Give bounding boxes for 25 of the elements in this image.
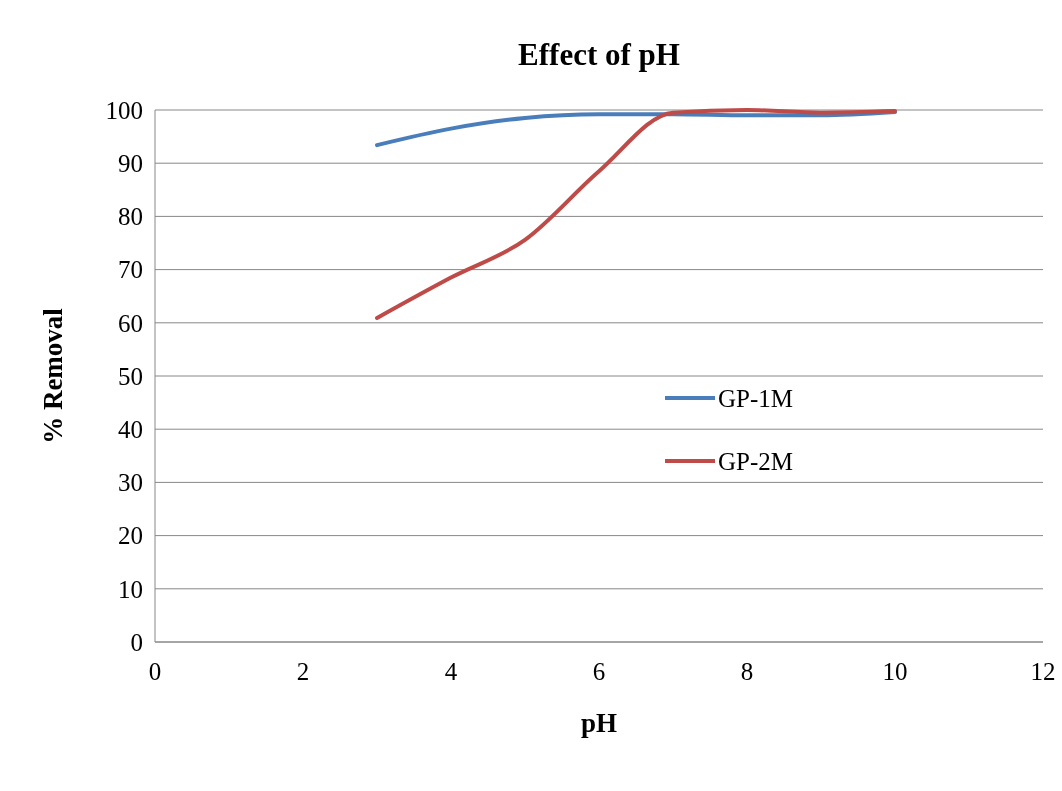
x-tick-label: 10 (882, 658, 908, 685)
y-tick-label: 0 (130, 628, 143, 656)
legend-label: GP-1M (718, 384, 794, 412)
y-tick-label: 100 (105, 96, 143, 124)
line-series (375, 108, 897, 321)
x-tick-label: 6 (592, 658, 606, 685)
line-series (375, 110, 897, 148)
y-tick-label: 20 (118, 522, 143, 550)
y-tick-label: 50 (118, 362, 143, 390)
y-tick-label: 90 (118, 149, 143, 177)
y-tick-label: 80 (118, 203, 143, 231)
y-tick-label: 30 (118, 469, 143, 497)
x-tick-label: 2 (296, 658, 310, 685)
chart-title: Effect of pH (518, 37, 680, 72)
x-tick-label: 4 (444, 658, 458, 685)
legend-label: GP-2M (718, 447, 794, 475)
y-tick-label: 70 (118, 256, 143, 284)
y-axis-title: % Removal (38, 307, 68, 444)
x-tick-label: 12 (1030, 658, 1056, 685)
x-tick-label: 0 (148, 658, 162, 685)
y-tick-label: 10 (118, 575, 143, 603)
y-tick-label: 40 (118, 415, 143, 443)
y-tick-label: 60 (118, 309, 143, 337)
x-tick-label: 8 (740, 658, 754, 685)
x-axis-title: pH (580, 708, 618, 738)
